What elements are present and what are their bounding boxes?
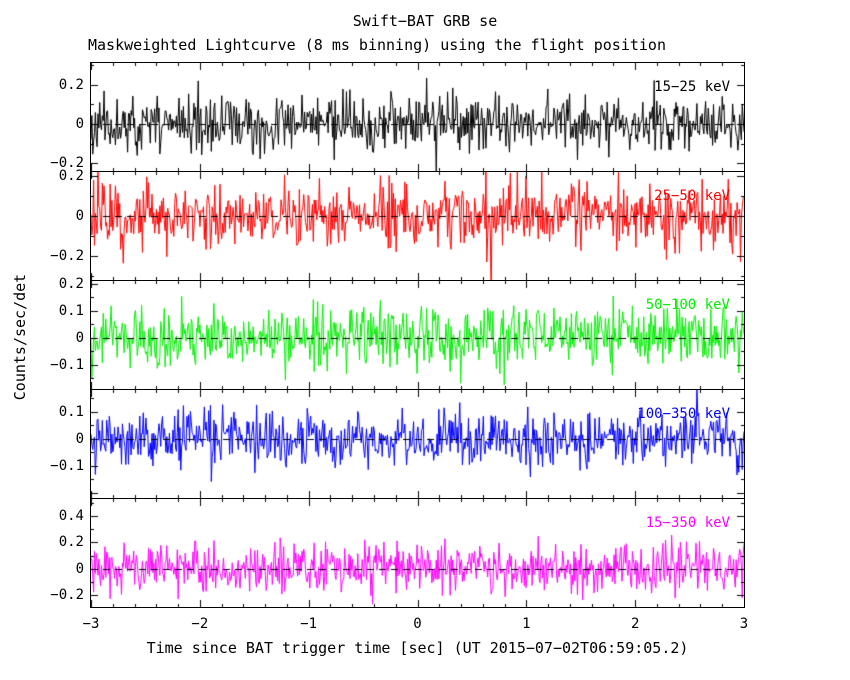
energy-band-label: 15−350 keV	[645, 515, 730, 531]
y-tick-label: 0.2	[58, 275, 84, 292]
energy-band-label: 15−25 keV	[654, 79, 730, 95]
x-tick-label: −2	[191, 616, 209, 632]
y-tick-label: 0	[75, 430, 84, 447]
x-tick-label: 2	[630, 616, 640, 632]
trace-canvas	[91, 63, 744, 171]
energy-band-label: 50−100 keV	[645, 297, 730, 313]
y-tick-label: 0.2	[58, 168, 84, 184]
y-tick-label: −0.1	[50, 356, 84, 373]
trace-canvas	[91, 390, 744, 498]
chart-subtitle: Maskweighted Lightcurve (8 ms binning) u…	[88, 36, 666, 54]
y-tick-label: −0.2	[50, 587, 84, 604]
trace-canvas	[91, 499, 744, 607]
y-tick-label: −0.2	[50, 248, 84, 264]
panel-1: 25−50 keV −0.2 0 0.2	[50, 168, 745, 281]
panel-4: 15−350 keV −0.2 0 0.2 0.4	[50, 498, 745, 608]
y-tick-label: −0.2	[50, 155, 84, 172]
y-tick-label: 0.2	[58, 76, 84, 93]
y-tick-label: 0.1	[58, 403, 84, 420]
y-tick-label: 0	[75, 329, 84, 346]
y-tick-label: 0	[75, 115, 84, 132]
energy-band-label: 100−350 keV	[637, 406, 730, 422]
x-axis-label: Time since BAT trigger time [sec] (UT 20…	[146, 639, 689, 657]
x-tick-label: 3	[739, 616, 749, 632]
y-tick-label: 0	[75, 560, 84, 577]
x-tick-label: −3	[82, 616, 100, 632]
energy-band-label: 25−50 keV	[654, 188, 730, 204]
x-tick-label: 1	[522, 616, 531, 632]
y-axis-label: Counts/sec/det	[11, 273, 29, 401]
panels-container: 15−25 keV −0.2 0 0.2 25−50 keV −0.2 0 0.2 50−100…	[50, 62, 745, 608]
y-tick-label: −0.1	[50, 457, 84, 474]
x-tick-label: −1	[300, 616, 318, 632]
chart-title: Swift−BAT GRB se	[352, 12, 498, 30]
y-tick-label: 0.1	[58, 302, 84, 319]
x-tick-label: 0	[413, 616, 422, 632]
y-tick-label: 0	[75, 208, 84, 224]
y-tick-label: 0.2	[58, 534, 84, 551]
trace-canvas	[91, 281, 744, 389]
panel-2: 50−100 keV −0.1 0 0.1 0.2	[50, 276, 745, 390]
panel-0: 15−25 keV −0.2 0 0.2	[50, 62, 745, 172]
panel-3: 100−350 keV −0.1 0 0.1	[50, 389, 745, 499]
trace-canvas	[91, 172, 744, 280]
y-tick-label: 0.4	[58, 508, 84, 525]
